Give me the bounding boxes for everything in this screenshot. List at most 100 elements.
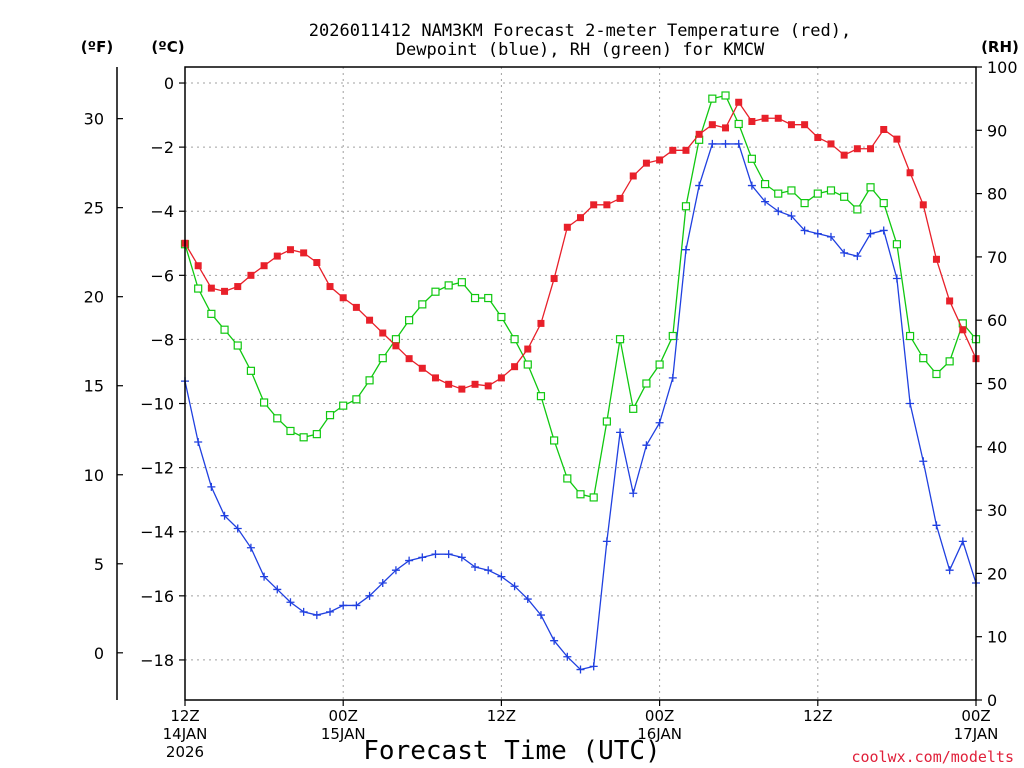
rh-point: [457, 278, 466, 287]
rh-tick-label: 100: [987, 58, 1018, 77]
dewpoint-point: [655, 418, 664, 427]
temperature-point: [537, 319, 545, 327]
time-tick-label: 12Z: [803, 707, 832, 725]
temperature-point: [471, 380, 479, 388]
dewpoint-point: [576, 665, 585, 674]
rh-tick-label: 50: [987, 375, 1007, 394]
dewpoint-point: [233, 524, 242, 533]
temperature-point: [840, 151, 848, 159]
rh-point: [418, 300, 427, 309]
rh-point: [391, 335, 401, 344]
rh-point: [629, 404, 638, 413]
series-layer: [180, 91, 981, 674]
temperature-point: [550, 275, 558, 283]
celsius-tick-label: −12: [140, 459, 174, 478]
dewpoint-point: [484, 566, 493, 575]
dewpoint-point: [207, 482, 216, 491]
dewpoint-point: [418, 553, 427, 562]
dewpoint-point: [629, 489, 638, 498]
dewpoint-point: [734, 139, 743, 148]
rh-point: [550, 436, 559, 445]
temperature-point: [590, 201, 598, 209]
rh-point: [668, 331, 677, 341]
temperature-point: [787, 121, 795, 129]
rh-point: [813, 189, 822, 198]
rh-point: [879, 198, 888, 208]
temperature-point: [445, 380, 453, 388]
temperature-point: [722, 124, 730, 132]
rh-point: [787, 186, 796, 195]
temperature-point: [959, 326, 967, 334]
credit-label: coolwx.com/modelts: [851, 748, 1014, 766]
rh-point: [194, 284, 203, 293]
temperature-point: [669, 146, 677, 154]
dewpoint-point: [668, 373, 677, 382]
dewpoint-point: [945, 566, 954, 575]
dewpoint-point: [444, 550, 453, 559]
temperature-point: [946, 297, 954, 305]
temperature-point: [906, 169, 914, 177]
temperature-point: [695, 130, 703, 138]
dewpoint-point: [642, 441, 651, 450]
rh-point: [405, 316, 414, 325]
dewpoint-point: [405, 556, 414, 565]
rh-point: [536, 392, 546, 401]
rh-point: [431, 287, 440, 296]
dewpoint-point: [550, 636, 559, 645]
dewpoint-point: [365, 591, 374, 600]
dewpoint-point: [800, 226, 809, 235]
dewpoint-point: [761, 197, 770, 206]
temperature-point: [497, 374, 505, 382]
rh-tick-label: 40: [987, 438, 1007, 457]
rh-point: [655, 360, 664, 369]
rh-tick-label: 10: [987, 628, 1007, 647]
rh-point: [774, 189, 783, 198]
dewpoint-point: [879, 226, 888, 235]
dewpoint-point: [721, 139, 730, 148]
rh-point: [484, 293, 493, 303]
temperature-point: [642, 159, 650, 167]
temperature-point: [880, 125, 888, 133]
rh-point: [233, 341, 242, 350]
celsius-tick-label: −6: [150, 266, 174, 285]
rh-point: [325, 411, 335, 420]
temperature-point: [827, 140, 835, 148]
time-tick-label: 12Z: [487, 707, 516, 725]
dewpoint-point: [681, 245, 690, 254]
rh-point: [339, 401, 348, 410]
dewpoint-point: [312, 611, 321, 620]
dewpoint-point: [919, 457, 928, 466]
temperature-point: [326, 283, 334, 291]
time-tick-label: 00Z: [645, 707, 674, 725]
celsius-axis: 0 −2 −4 −6 −8 −10 −12 −14 −16 −18: [140, 74, 185, 670]
temperature-point: [339, 294, 347, 302]
dewpoint-point: [194, 437, 203, 446]
dewpoint-point: [589, 662, 598, 671]
temperature-point: [893, 135, 901, 143]
rh-point: [853, 205, 862, 214]
temperature-point: [484, 382, 492, 390]
rh-point: [721, 91, 730, 100]
rh-point: [708, 94, 717, 103]
temperature-point: [405, 355, 413, 363]
rh-point: [260, 398, 269, 407]
rh-point: [220, 325, 229, 334]
chart-title-line-2: Dewpoint (blue), RH (green) for KMCW: [396, 40, 765, 60]
dewpoint-point: [510, 582, 519, 591]
rh-tick-label: 30: [987, 501, 1007, 520]
dewpoint-point: [391, 566, 400, 575]
dewpoint-point: [497, 572, 506, 581]
rh-point: [919, 354, 928, 363]
temperature-point: [932, 255, 940, 263]
rh-point: [444, 281, 453, 290]
temperature-point: [379, 329, 387, 337]
dewpoint-point: [563, 652, 572, 661]
rh-point: [589, 493, 598, 502]
dewpoint-point: [787, 212, 796, 221]
dewpoint-point: [457, 553, 466, 562]
celsius-tick-label: −14: [140, 523, 174, 542]
rh-point: [207, 309, 216, 318]
temperature-point: [801, 121, 809, 129]
